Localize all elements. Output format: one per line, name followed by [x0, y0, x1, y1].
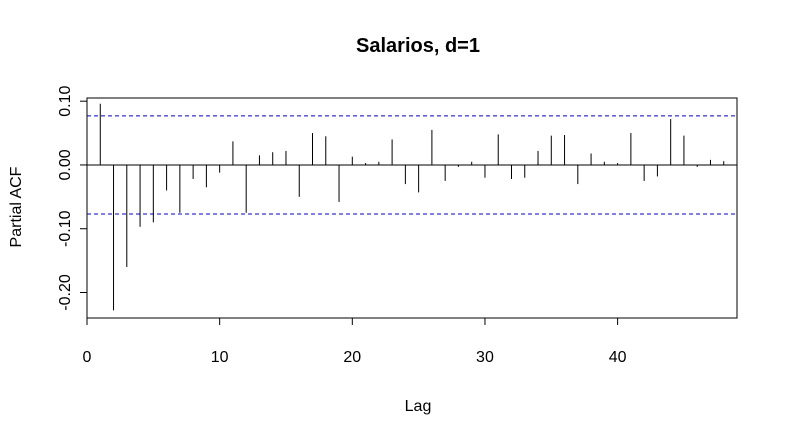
x-tick-label: 30: [476, 349, 494, 366]
x-tick-label: 10: [211, 349, 229, 366]
plot-frame: [86, 97, 738, 319]
pacf-bars: [99, 103, 725, 311]
x-tick-label: 0: [83, 349, 92, 366]
y-tick-label: -0.20: [57, 274, 74, 311]
y-axis-label: Partial ACF: [8, 166, 25, 247]
chart-title: Salarios, d=1: [356, 35, 480, 57]
confidence-bounds: [87, 115, 737, 215]
y-tick-label: -0.10: [57, 210, 74, 247]
y-tick-label: 0.00: [57, 149, 74, 180]
x-axis-label: Lag: [405, 398, 432, 415]
x-tick-label: 40: [609, 349, 627, 366]
x-tick-label: 20: [343, 349, 361, 366]
x-axis: 0 10 20 30 40: [83, 317, 627, 366]
y-tick-label: 0.10: [57, 86, 74, 117]
y-axis: -0.20 -0.10 0.00 0.10: [57, 86, 88, 311]
